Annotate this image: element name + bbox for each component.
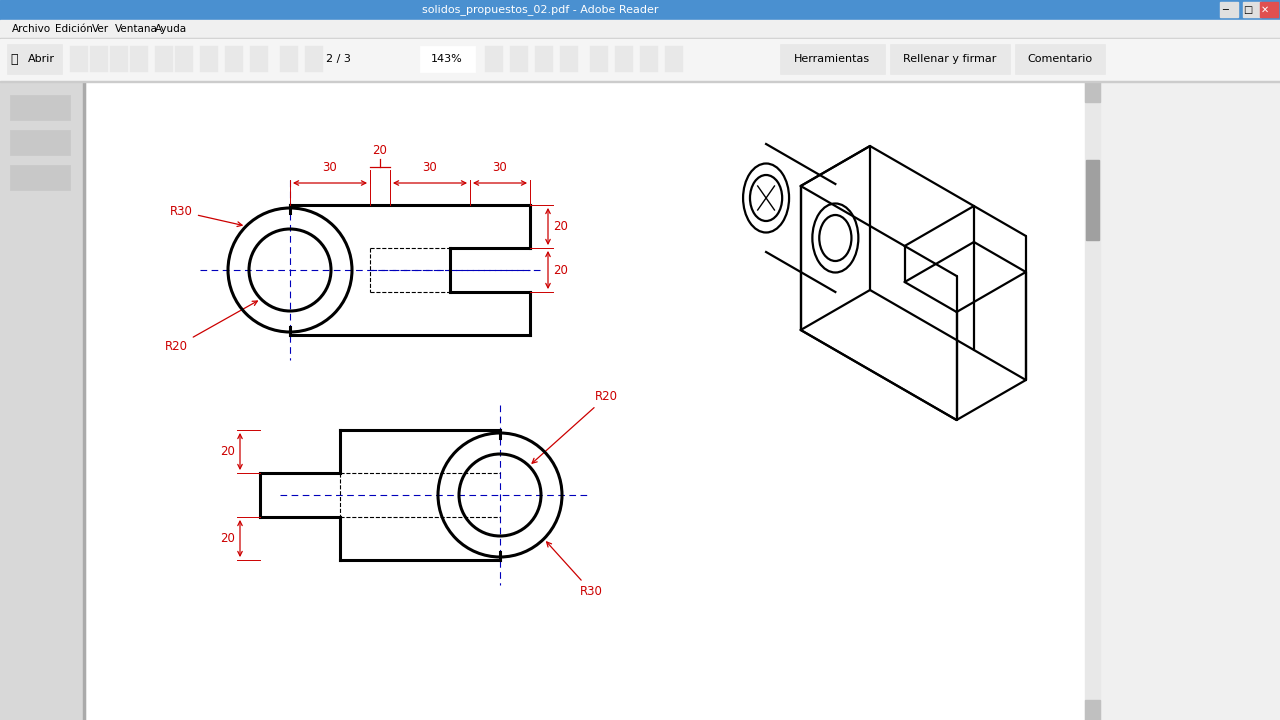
Text: Ayuda: Ayuda	[155, 24, 187, 34]
Text: R30: R30	[170, 205, 242, 227]
Text: Comentario: Comentario	[1028, 54, 1093, 64]
Text: Herramientas: Herramientas	[794, 54, 870, 64]
Text: ✕: ✕	[1261, 5, 1268, 15]
Text: 🗁: 🗁	[10, 53, 18, 66]
Bar	[1015, 44, 1105, 74]
Bar	[1100, 82, 1280, 720]
Bar	[1220, 2, 1238, 17]
Bar	[590, 46, 608, 72]
Bar	[0, 0, 1280, 20]
Bar	[110, 46, 128, 72]
Text: R30: R30	[547, 542, 603, 598]
Bar	[535, 46, 553, 72]
Text: R20: R20	[165, 301, 257, 353]
Text: ─: ─	[1222, 5, 1228, 15]
Bar	[70, 46, 88, 72]
Bar	[1085, 700, 1100, 720]
Bar	[90, 46, 108, 72]
Bar	[1243, 2, 1261, 17]
Text: Abrir: Abrir	[28, 54, 55, 64]
Bar	[1100, 82, 1105, 720]
Bar	[485, 46, 503, 72]
Bar	[131, 46, 148, 72]
Bar	[780, 44, 884, 74]
Text: 20: 20	[372, 144, 388, 157]
Text: Ventana: Ventana	[115, 24, 157, 34]
Bar	[225, 46, 243, 72]
Bar	[1085, 82, 1100, 102]
Bar	[305, 46, 323, 72]
Bar	[614, 46, 634, 72]
Bar	[280, 46, 298, 72]
Bar	[0, 38, 1280, 39]
Bar	[84, 82, 1085, 720]
Bar	[420, 46, 475, 72]
Bar	[0, 81, 1280, 82]
Bar	[0, 20, 1280, 38]
Text: Rellenar y firmar: Rellenar y firmar	[904, 54, 997, 64]
Text: Edición: Edición	[55, 24, 93, 34]
Text: 30: 30	[323, 161, 338, 174]
Bar	[10, 130, 70, 155]
Bar	[1085, 160, 1100, 240]
Text: Ver: Ver	[92, 24, 109, 34]
Text: 20: 20	[553, 220, 568, 233]
Text: solidos_propuestos_02.pdf - Adobe Reader: solidos_propuestos_02.pdf - Adobe Reader	[421, 4, 658, 15]
Bar	[250, 46, 268, 72]
Bar	[1260, 2, 1277, 17]
Text: 20: 20	[553, 264, 568, 276]
Bar	[666, 46, 684, 72]
Bar	[640, 46, 658, 72]
Bar	[83, 82, 84, 720]
Bar	[559, 46, 579, 72]
Bar	[84, 82, 1085, 720]
Text: R20: R20	[532, 390, 618, 463]
Text: 30: 30	[493, 161, 507, 174]
Text: 20: 20	[220, 532, 236, 545]
Bar	[175, 46, 193, 72]
Bar	[509, 46, 529, 72]
Bar	[6, 44, 61, 74]
Text: 20: 20	[220, 445, 236, 458]
Text: Archivo: Archivo	[12, 24, 51, 34]
Bar	[10, 165, 70, 190]
Bar	[200, 46, 218, 72]
Bar	[0, 82, 84, 720]
Bar	[890, 44, 1010, 74]
Text: 143%: 143%	[431, 54, 463, 64]
Bar	[10, 95, 70, 120]
Text: 30: 30	[422, 161, 438, 174]
Text: □: □	[1243, 5, 1253, 15]
Text: 2 / 3: 2 / 3	[325, 54, 351, 64]
Bar	[1085, 82, 1100, 720]
Bar	[0, 39, 1280, 81]
Bar	[155, 46, 173, 72]
